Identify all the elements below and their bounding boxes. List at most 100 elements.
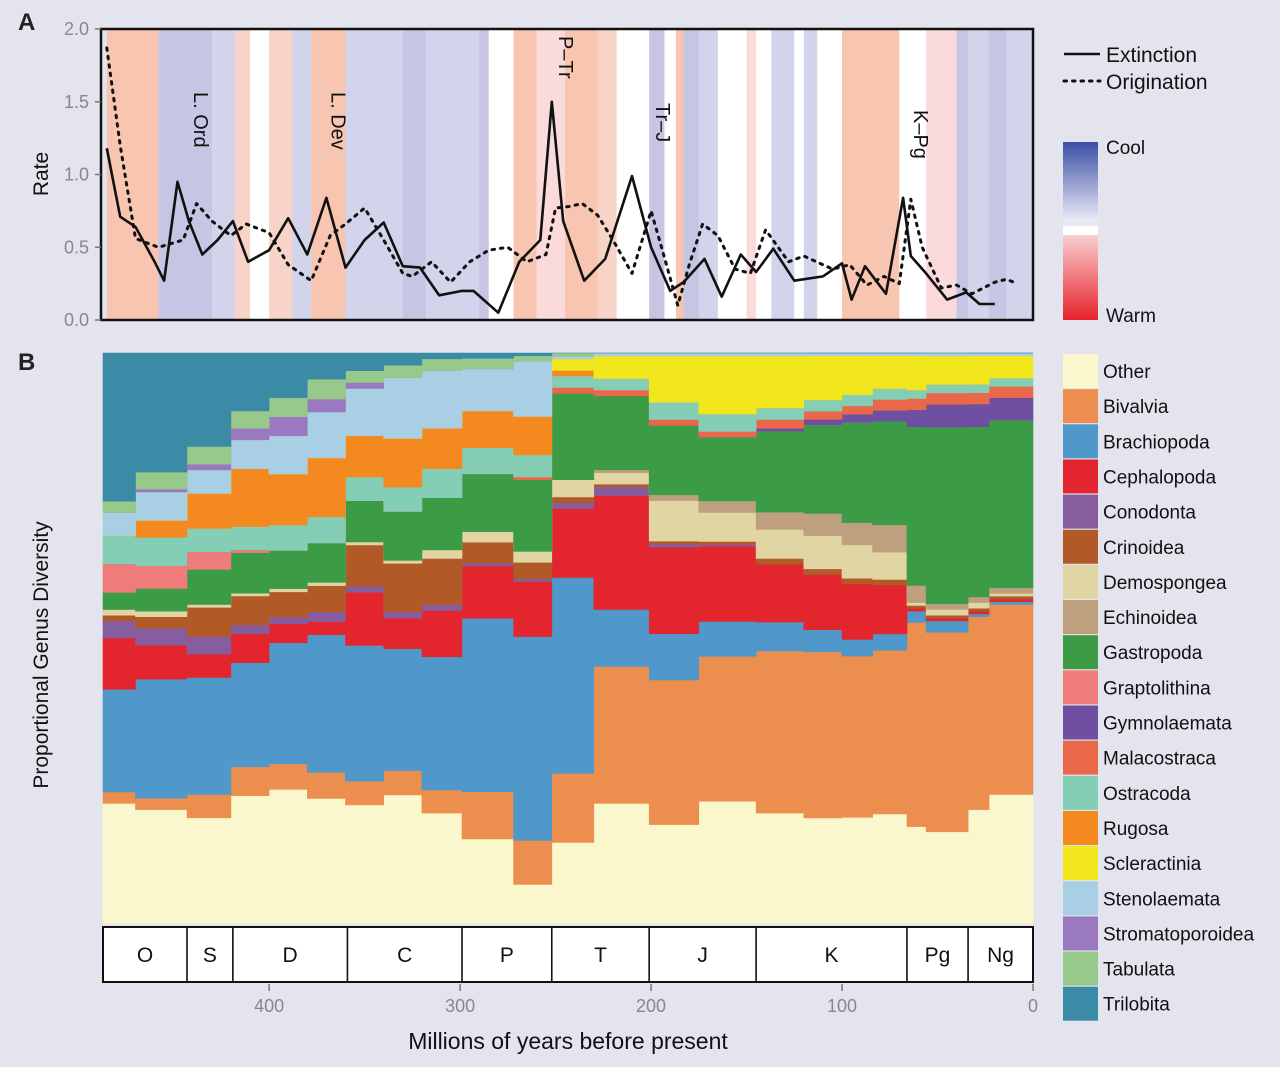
period-o: O — [137, 944, 153, 967]
annotation-3: Tr–J — [651, 103, 673, 142]
period-bar-frame — [102, 926, 1034, 983]
legend-label-conodonta: Conodonta — [1103, 503, 1196, 524]
legend-swatch-cephalopoda — [1063, 459, 1098, 494]
legend-swatch-other — [1063, 354, 1098, 388]
climate-band-32 — [926, 29, 958, 320]
x-tick-label-2: 200 — [636, 996, 666, 1016]
period-pg: Pg — [925, 944, 951, 967]
legend-swatch-gymnolaemata — [1063, 705, 1098, 740]
climate-band-23 — [717, 29, 748, 320]
legend-swatch-stromatoporoidea — [1063, 916, 1098, 951]
y-tick-label-3: 1.5 — [64, 92, 89, 112]
taxa-legend: Other Bivalvia Brachiopoda Cephalopoda Conod… — [1063, 354, 1254, 1021]
legend-swatch-crinoidea — [1063, 529, 1098, 564]
climate-band-25 — [756, 29, 772, 320]
period-p: P — [500, 944, 514, 967]
y-tick-label-1: 0.5 — [64, 237, 89, 257]
climate-band-33 — [956, 29, 969, 320]
climate-band-3 — [234, 29, 251, 320]
period-ng: Ng — [987, 944, 1014, 967]
period-c: C — [397, 944, 412, 967]
climate-band-1 — [158, 29, 213, 320]
panel-a: L. Ord L. Dev P–Tr Tr–J K–Pg 0.0 0.5 1.0 1.5 2.0… — [30, 19, 1035, 330]
stacked-area — [102, 352, 1034, 924]
climate-band-13 — [513, 29, 537, 320]
climate-band-6 — [292, 29, 312, 320]
white-gap — [1063, 226, 1098, 235]
x-tick-label-3: 100 — [827, 996, 857, 1016]
climate-band-24 — [746, 29, 757, 320]
legend-swatch-tabulata — [1063, 951, 1098, 986]
climate-band-4 — [250, 29, 270, 320]
climate-band-10 — [425, 29, 480, 320]
y-tick-label-2: 1.0 — [64, 165, 89, 185]
legend-swatch-graptolithina — [1063, 670, 1098, 705]
climate-band-2 — [211, 29, 236, 320]
period-bar: O S D C P T J K Pg Ng — [102, 926, 1034, 983]
legend-swatch-conodonta — [1063, 494, 1098, 529]
climate-band-28 — [803, 29, 818, 320]
legend-swatch-scleractinia — [1063, 846, 1098, 881]
legend-label-brachiopoda: Brachiopoda — [1103, 432, 1210, 453]
panel-label-b: B — [18, 349, 35, 376]
annotation-0: L. Ord — [189, 92, 211, 148]
climate-band-20 — [675, 29, 685, 320]
legend-label-gastropoda: Gastropoda — [1103, 643, 1203, 664]
series-extinction-line — [105, 100, 995, 315]
legend-label-bivalvia: Bivalvia — [1103, 397, 1169, 418]
x-tick-label-0: 400 — [254, 996, 284, 1016]
cool-gradient-bar — [1063, 142, 1098, 219]
panel-label-a: A — [18, 9, 35, 36]
event-annotations: L. Ord L. Dev P–Tr Tr–J K–Pg — [189, 36, 931, 159]
y-tick-label-4: 2.0 — [64, 19, 89, 39]
period-t: T — [594, 944, 607, 967]
x-axis-label: Millions of years before present — [408, 1028, 728, 1054]
climate-bands — [106, 29, 1033, 320]
legend-swatch-demospongea — [1063, 564, 1098, 599]
annotation-2: P–Tr — [554, 36, 576, 79]
legend-swatch-malacostraca — [1063, 740, 1098, 775]
legend-swatch-echinoidea — [1063, 600, 1098, 635]
legend-swatch-rugosa — [1063, 810, 1098, 845]
climate-band-14 — [536, 29, 566, 320]
legend-label-malacostraca: Malacostraca — [1103, 749, 1216, 770]
legend-swatch-stenolaemata — [1063, 881, 1098, 916]
legend-label-gymnolaemata: Gymnolaemata — [1103, 714, 1232, 735]
y-axis-a: 0.0 0.5 1.0 1.5 2.0 — [64, 19, 101, 330]
legend-label-trilobita: Trilobita — [1103, 995, 1170, 1016]
climate-band-36 — [1006, 29, 1033, 320]
climate-band-8 — [345, 29, 404, 320]
climate-band-17 — [616, 29, 650, 320]
legend-origination-label: Origination — [1106, 71, 1208, 94]
legend-label-crinoidea: Crinoidea — [1103, 538, 1185, 559]
annotation-4: K–Pg — [909, 110, 931, 159]
annotation-1: L. Dev — [327, 92, 349, 150]
climate-band-34 — [968, 29, 990, 320]
legend-label-cephalopoda: Cephalopoda — [1103, 467, 1216, 488]
legend-label-stenolaemata: Stenolaemata — [1103, 889, 1221, 910]
legend-label-ostracoda: Ostracoda — [1103, 784, 1191, 805]
y-tick-label-0: 0.0 — [64, 310, 89, 330]
legend-extinction-label: Extinction — [1106, 44, 1197, 67]
legend-swatch-brachiopoda — [1063, 424, 1098, 459]
legend-label-other: Other — [1103, 362, 1151, 383]
neutral-bar — [1063, 219, 1098, 226]
rate-lines — [105, 46, 1016, 315]
period-s: S — [203, 944, 217, 967]
warm-label: Warm — [1106, 306, 1156, 327]
legend-swatch-trilobita — [1063, 986, 1098, 1021]
x-axis: 400 300 200 100 0 — [254, 984, 1038, 1016]
climate-band-12 — [488, 29, 515, 320]
legend-label-scleractinia: Scleractinia — [1103, 854, 1202, 875]
climate-band-19 — [664, 29, 677, 320]
climate-band-22 — [698, 29, 719, 320]
y-axis-label-b: Proportional Genus Diversity — [30, 521, 53, 789]
period-d: D — [283, 944, 298, 967]
climate-band-21 — [683, 29, 700, 320]
series-origination-line — [105, 46, 1016, 307]
climate-band-35 — [989, 29, 1007, 320]
legend-swatch-ostracoda — [1063, 775, 1098, 810]
climate-band-7 — [311, 29, 347, 320]
y-axis-label-a: Rate — [30, 152, 53, 196]
line-legend: Extinction Origination — [1062, 44, 1208, 94]
